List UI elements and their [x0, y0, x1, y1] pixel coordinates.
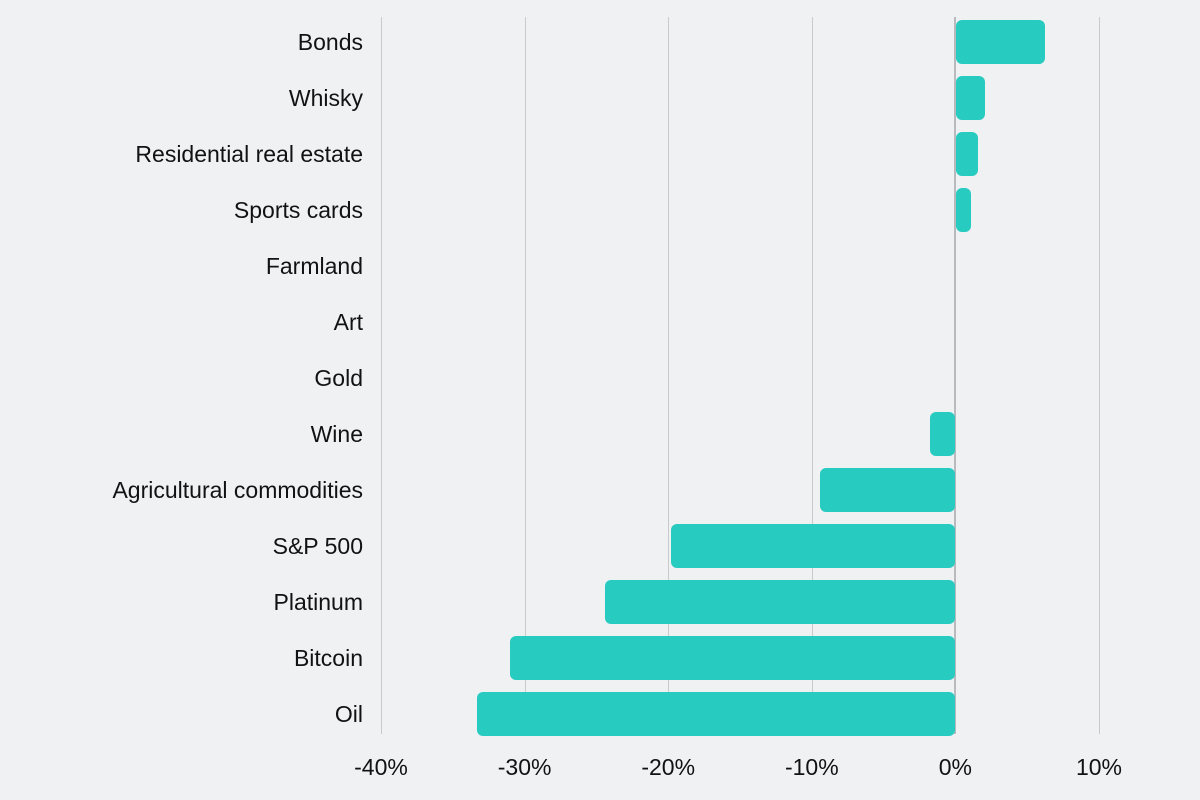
bar — [956, 132, 978, 176]
category-label: Art — [333, 308, 363, 335]
category-label: Bonds — [297, 28, 363, 55]
x-tick-label: 10% — [1075, 754, 1123, 780]
category-label: Wine — [310, 420, 363, 447]
x-tick-label: -20% — [641, 754, 696, 780]
bar — [956, 76, 986, 120]
bar — [510, 636, 956, 680]
bar — [605, 580, 956, 624]
gridline — [381, 17, 382, 734]
bar — [956, 188, 971, 232]
category-label: Bitcoin — [293, 644, 363, 671]
category-label: Agricultural commodities — [112, 476, 363, 503]
category-label: S&P 500 — [272, 532, 363, 559]
bar — [477, 692, 956, 736]
gridline — [1099, 17, 1100, 734]
gridline — [668, 17, 670, 734]
zero-gridline — [954, 17, 957, 734]
category-label: Gold — [314, 364, 363, 391]
bar — [929, 412, 956, 456]
category-label: Whisky — [288, 84, 363, 111]
x-tick-label: 0% — [938, 754, 973, 780]
bar — [671, 524, 956, 568]
category-label: Residential real estate — [135, 140, 363, 167]
category-label: Sports cards — [233, 196, 363, 223]
category-label: Farmland — [265, 252, 363, 279]
x-tick-label: -40% — [354, 754, 408, 780]
bar — [820, 468, 956, 512]
category-label: Platinum — [273, 588, 363, 615]
gridline — [811, 17, 813, 734]
category-label: Oil — [334, 700, 363, 727]
x-tick-label: -10% — [784, 754, 839, 780]
x-tick-label: -30% — [497, 754, 552, 780]
gridline — [524, 17, 526, 734]
bar — [956, 20, 1046, 64]
